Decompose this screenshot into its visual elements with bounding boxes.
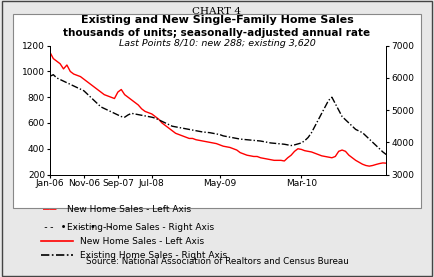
Legend: New Home Sales - Left Axis, Existing Home Sales - Right Axis: New Home Sales - Left Axis, Existing Hom… [38,234,231,264]
Text: New Home Sales - Left Axis: New Home Sales - Left Axis [67,205,191,214]
Text: ——: —— [43,204,57,214]
Text: Existing and New Single-Family Home Sales: Existing and New Single-Family Home Sale… [81,15,353,25]
Text: CHART 4: CHART 4 [193,7,241,16]
Text: Source: National Association of Realtors and Census Bureau: Source: National Association of Realtors… [85,257,349,266]
Text: thousands of units; seasonally-adjusted annual rate: thousands of units; seasonally-adjusted … [63,28,371,38]
Text: -- • -- • --: -- • -- • -- [43,222,114,232]
Text: Existing Home Sales - Right Axis: Existing Home Sales - Right Axis [67,223,214,232]
Text: Last Points 8/10: new 288; existing 3,620: Last Points 8/10: new 288; existing 3,62… [118,39,316,48]
